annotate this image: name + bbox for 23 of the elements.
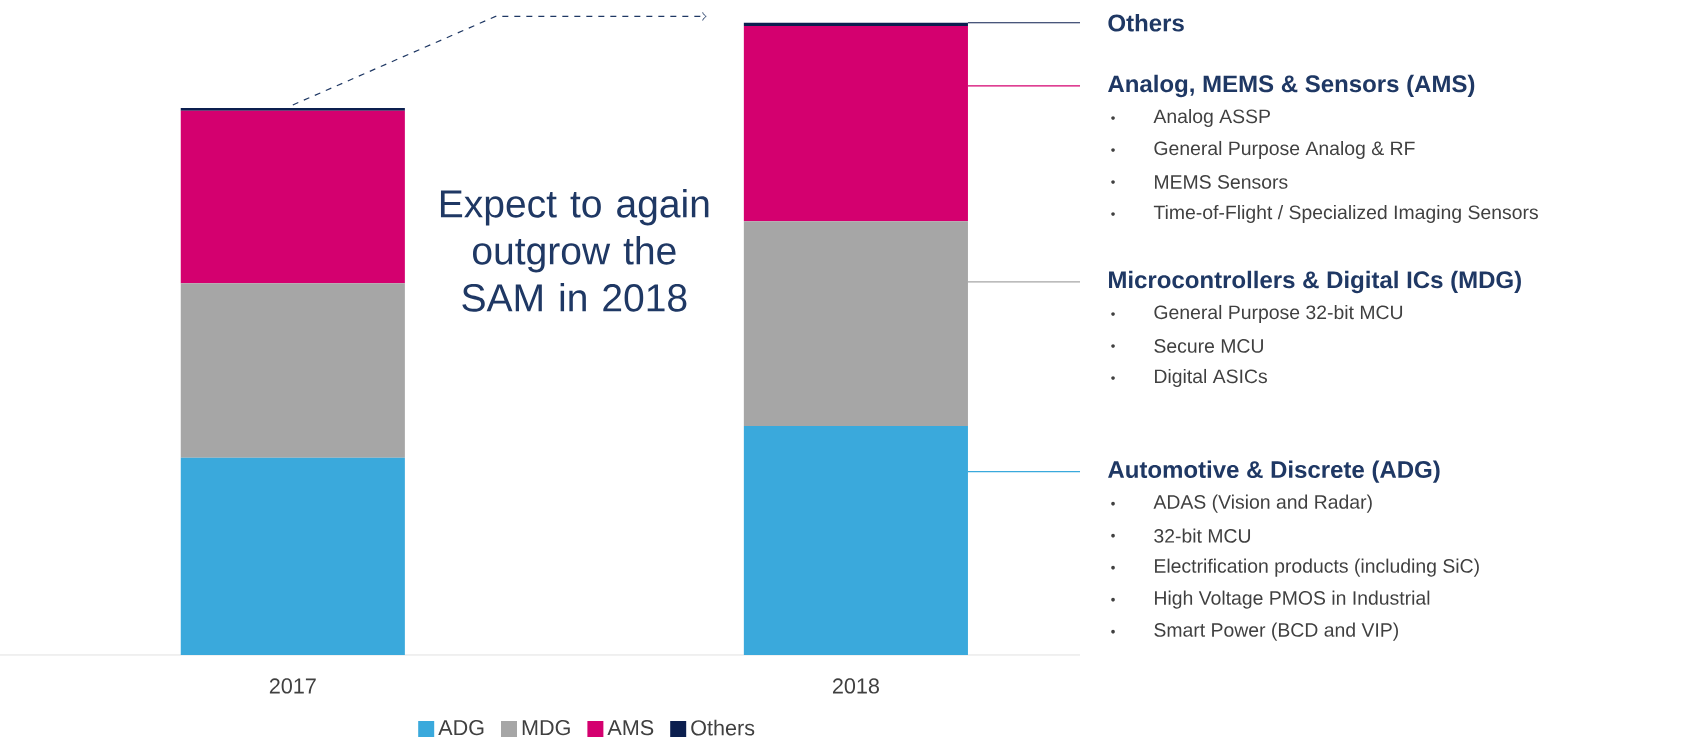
text: General Purpose 32-bit MCU: [1154, 304, 1403, 323]
text: High Voltage PMOS in Industrial: [1155, 590, 1430, 609]
text: Microcontrollers & Digital ICs (MDG): [1109, 270, 1521, 294]
legend-label: AMS: [607, 719, 654, 736]
text: General Purpose Analog & RF: [1154, 140, 1415, 159]
text: Smart Power (BCD and VIP): [1154, 622, 1398, 641]
text: Analog, MEMS & Sensors (AMS): [1108, 74, 1475, 98]
text: Electrification products (including SiC): [1155, 558, 1479, 577]
text: 32-bit MCU: [1154, 528, 1251, 543]
text: Others: [1108, 13, 1184, 32]
text: Analog ASSP: [1153, 108, 1270, 127]
legend-label: ADG: [438, 719, 484, 736]
text: Digital ASICs: [1155, 368, 1267, 387]
legend-label: Others: [691, 719, 755, 736]
annotation: Expect to again outgrow the SAM in 2018: [440, 189, 709, 312]
x-tick-label: 2018: [832, 678, 879, 694]
text: Time-of-Flight / Specialized Imaging Sensors: [1153, 204, 1538, 223]
text: MEMS Sensors: [1155, 175, 1288, 189]
legend-label: MDG: [522, 719, 570, 736]
text: Secure MCU: [1154, 339, 1263, 353]
x-tick-label: 2017: [269, 678, 316, 694]
text: ADAS (Vision and Radar): [1153, 494, 1372, 513]
text: Automotive & Discrete (ADG): [1108, 460, 1440, 483]
